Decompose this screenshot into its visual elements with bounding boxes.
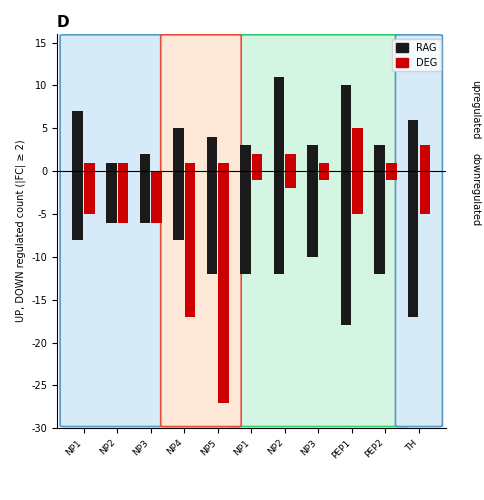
Bar	[285, 154, 295, 171]
Bar	[273, 171, 284, 274]
Bar	[318, 171, 329, 179]
Bar	[385, 171, 396, 179]
Bar	[419, 146, 429, 171]
Bar	[419, 171, 429, 214]
Bar	[218, 162, 228, 171]
Bar	[72, 111, 83, 171]
Text: upregulated: upregulated	[469, 80, 480, 140]
Bar	[352, 171, 362, 214]
FancyBboxPatch shape	[60, 35, 241, 426]
Bar	[407, 171, 418, 317]
Bar	[118, 162, 128, 171]
Bar	[206, 137, 217, 171]
Bar	[84, 171, 94, 214]
Bar	[340, 171, 350, 326]
Bar	[251, 154, 262, 171]
Bar	[318, 162, 329, 171]
Bar	[72, 171, 83, 239]
Bar	[240, 171, 250, 274]
Bar	[306, 146, 317, 171]
Bar	[106, 171, 116, 222]
Bar	[139, 154, 150, 171]
Bar	[184, 171, 195, 317]
FancyBboxPatch shape	[227, 35, 408, 426]
Bar	[218, 171, 228, 402]
Text: mechanoreception: mechanoreception	[0, 499, 1, 500]
Bar	[407, 120, 418, 171]
FancyBboxPatch shape	[160, 35, 241, 426]
Text: D: D	[57, 15, 69, 30]
Bar	[374, 171, 384, 274]
Bar	[173, 171, 183, 239]
Bar	[206, 171, 217, 274]
Text: nociception: nociception	[0, 499, 1, 500]
FancyBboxPatch shape	[394, 35, 441, 426]
Bar	[118, 171, 128, 222]
Legend: RAG, DEG: RAG, DEG	[392, 39, 440, 72]
Bar	[385, 162, 396, 171]
Bar	[139, 171, 150, 222]
Bar	[240, 146, 250, 171]
Bar	[106, 162, 116, 171]
Bar	[151, 171, 162, 222]
Text: downregulated: downregulated	[469, 154, 480, 226]
Bar	[173, 128, 183, 171]
Bar	[352, 128, 362, 171]
Bar	[84, 162, 94, 171]
Bar	[306, 171, 317, 257]
Bar	[285, 171, 295, 188]
Bar	[374, 146, 384, 171]
Bar	[251, 171, 262, 179]
Bar	[184, 162, 195, 171]
Text: proprioception: proprioception	[0, 499, 1, 500]
Bar	[273, 77, 284, 171]
Bar	[340, 86, 350, 171]
Y-axis label: UP, DOWN regulated count (|FC| ≥ 2): UP, DOWN regulated count (|FC| ≥ 2)	[15, 140, 26, 322]
